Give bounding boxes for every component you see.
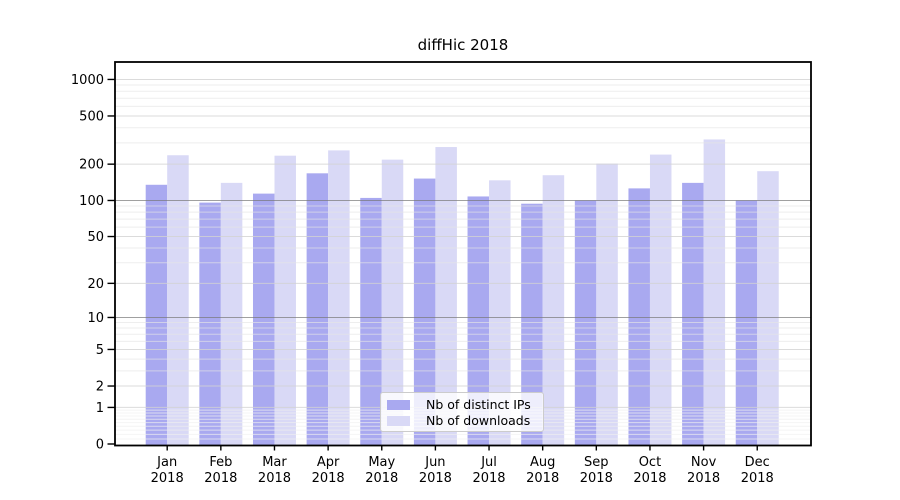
bar-distinct-ips-may [360,197,382,445]
x-tick-label-year: 2018 [580,471,613,486]
bar-downloads-mar [274,155,296,445]
x-tick-label-year: 2018 [204,471,237,486]
bar-downloads-jan [167,155,189,445]
bar-distinct-ips-feb [199,202,221,445]
y-tick-label: 1 [96,401,104,416]
bar-distinct-ips-jan [145,184,168,445]
legend-label-downloads: Nb of downloads [426,413,531,428]
x-tick-label-month: Jan [156,455,177,470]
y-tick-label: 0 [96,438,104,453]
bar-downloads-sep [596,163,618,446]
legend-swatch-distinct-ips [387,399,410,410]
x-tick-label-month: Feb [209,455,232,470]
bar-downloads-jul [489,180,511,445]
bar-distinct-ips-mar [252,193,275,445]
x-tick-label-year: 2018 [472,471,505,486]
y-axis: 0 1 2 5 10 20 50 100 200 500 1000 [71,73,115,453]
x-tick-label-month: Jun [424,455,445,470]
x-tick-label-month: Nov [691,455,717,470]
y-tick-label: 100 [79,194,104,209]
bar-downloads-may [381,159,404,445]
x-tick-label-year: 2018 [365,471,398,486]
bar-downloads-aug [542,175,565,445]
bar-downloads-dec [757,171,779,445]
x-tick-label-year: 2018 [526,471,559,486]
y-tick-label: 20 [87,277,104,292]
x-tick-label-month: Apr [317,455,340,470]
x-tick-label-year: 2018 [419,471,452,486]
bar-distinct-ips-jun [413,178,436,445]
bar-downloads-oct [649,154,672,445]
bar-downloads-feb [220,182,243,445]
bar-distinct-ips-oct [628,188,650,445]
x-tick-label-month: Mar [262,455,287,470]
chart-title: diffHic 2018 [417,36,509,54]
x-axis: Jan2018Feb2018Mar2018Apr2018May2018Jun20… [151,446,774,486]
y-tick-label: 50 [87,230,104,245]
x-tick-label-month: Aug [530,455,555,470]
y-tick-label: 200 [79,158,104,173]
bar-downloads-nov [703,139,726,445]
x-tick-label-year: 2018 [258,471,291,486]
bar-distinct-ips-aug [521,203,543,445]
legend-item-distinct-ips: Nb of distinct IPs [387,397,537,412]
y-tick-label: 5 [96,343,104,358]
y-tick-label: 10 [87,311,104,326]
y-tick-label: 500 [79,109,104,124]
x-tick-label-month: Jul [480,455,497,470]
x-tick-label-month: Sep [584,455,609,470]
plot-frame [114,61,812,447]
minor-gridlines [115,84,811,440]
legend-label-distinct-ips: Nb of distinct IPs [426,397,531,412]
legend-item-downloads: Nb of downloads [387,413,537,428]
x-tick-label-month: May [368,455,395,470]
y-tick-label: 2 [96,380,104,395]
bars-group [145,139,779,446]
y-tick-label: 1000 [71,73,104,88]
bar-distinct-ips-nov [682,182,704,445]
major-gridlines [115,78,811,408]
bar-distinct-ips-jul [467,196,490,445]
x-tick-label-month: Oct [639,455,661,470]
x-tick-label-month: Dec [745,455,770,470]
legend: Nb of distinct IPs Nb of downloads [380,392,544,432]
bar-downloads-apr [328,150,350,445]
x-tick-label-year: 2018 [741,471,774,486]
x-tick-label-year: 2018 [151,471,184,486]
legend-swatch-downloads [387,415,410,426]
x-tick-label-year: 2018 [633,471,666,486]
x-tick-label-year: 2018 [312,471,345,486]
bar-distinct-ips-apr [306,173,329,445]
x-tick-label-year: 2018 [687,471,720,486]
